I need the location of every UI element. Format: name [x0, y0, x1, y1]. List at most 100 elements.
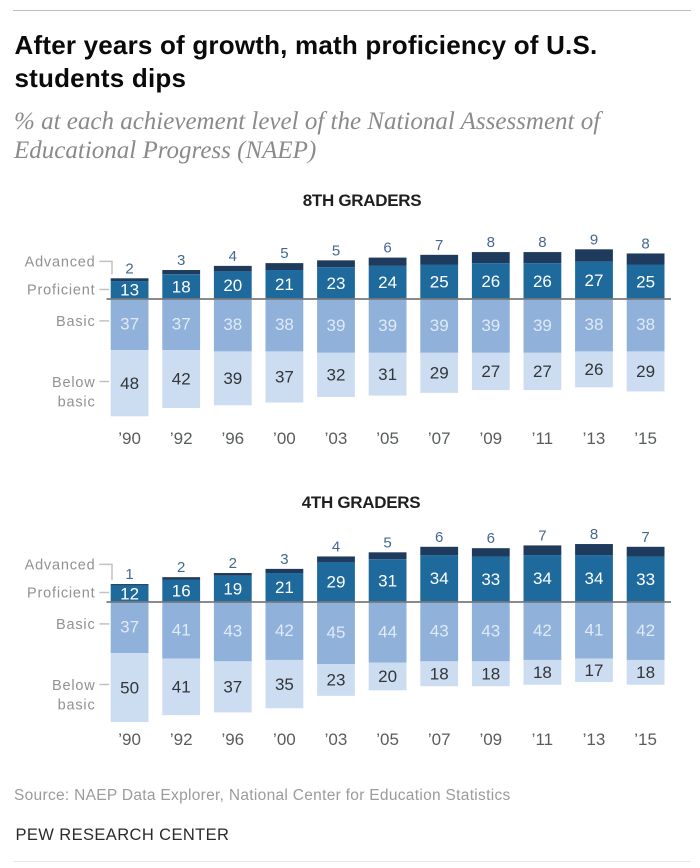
svg-text:20: 20 [378, 667, 397, 686]
svg-text:34: 34 [430, 569, 449, 588]
svg-text:5: 5 [280, 245, 288, 262]
svg-text:25: 25 [430, 272, 449, 291]
svg-text:44: 44 [378, 622, 397, 641]
svg-text:41: 41 [172, 620, 191, 639]
svg-text:50: 50 [120, 678, 139, 697]
svg-text:26: 26 [585, 360, 604, 379]
svg-text:27: 27 [585, 271, 604, 290]
svg-text:31: 31 [378, 571, 397, 590]
svg-text:24: 24 [378, 273, 397, 292]
svg-text:37: 37 [120, 618, 139, 637]
svg-text:2: 2 [125, 260, 133, 277]
svg-text:27: 27 [481, 362, 500, 381]
svg-text:5: 5 [332, 242, 340, 259]
svg-text:33: 33 [636, 570, 655, 589]
svg-text:17: 17 [585, 661, 604, 680]
svg-text:Advanced: Advanced [25, 255, 96, 271]
svg-text:31: 31 [378, 365, 397, 384]
svg-text:6: 6 [383, 240, 391, 257]
svg-text:’05: ’05 [376, 429, 399, 448]
svg-text:18: 18 [533, 663, 552, 682]
svg-text:29: 29 [430, 364, 449, 383]
svg-text:23: 23 [327, 274, 346, 293]
svg-text:basic: basic [58, 394, 96, 410]
svg-text:’03: ’03 [325, 429, 348, 448]
svg-text:29: 29 [636, 362, 655, 381]
svg-text:34: 34 [585, 569, 604, 588]
svg-text:’92: ’92 [170, 429, 193, 448]
svg-text:27: 27 [533, 362, 552, 381]
svg-text:35: 35 [275, 675, 294, 694]
svg-text:5: 5 [383, 534, 391, 551]
svg-text:8: 8 [487, 234, 495, 251]
svg-text:4: 4 [229, 248, 237, 265]
svg-text:’07: ’07 [428, 730, 451, 749]
svg-text:’11: ’11 [532, 730, 553, 749]
svg-text:37: 37 [223, 678, 242, 697]
svg-text:Proficient: Proficient [27, 283, 95, 299]
svg-text:’09: ’09 [479, 429, 502, 448]
svg-text:48: 48 [120, 374, 139, 393]
svg-text:26: 26 [481, 272, 500, 291]
svg-text:42: 42 [533, 621, 552, 640]
svg-text:43: 43 [430, 622, 449, 641]
svg-text:’96: ’96 [221, 429, 244, 448]
svg-text:3: 3 [177, 252, 185, 269]
svg-text:18: 18 [481, 665, 500, 684]
svg-text:4: 4 [332, 539, 340, 556]
svg-text:42: 42 [275, 621, 294, 640]
svg-text:basic: basic [58, 697, 96, 713]
svg-text:21: 21 [275, 578, 294, 597]
svg-text:’96: ’96 [221, 730, 244, 749]
svg-text:Below: Below [52, 375, 96, 391]
svg-text:’15: ’15 [634, 730, 657, 749]
svg-text:’09: ’09 [479, 730, 502, 749]
svg-text:32: 32 [327, 366, 346, 385]
svg-text:’92: ’92 [170, 730, 193, 749]
svg-text:37: 37 [275, 368, 294, 387]
svg-text:Basic: Basic [56, 617, 95, 633]
svg-text:8: 8 [641, 236, 649, 253]
svg-text:2: 2 [229, 555, 237, 572]
svg-text:’03: ’03 [325, 730, 348, 749]
svg-text:37: 37 [172, 315, 191, 334]
svg-text:41: 41 [585, 620, 604, 639]
svg-text:19: 19 [223, 580, 242, 599]
svg-text:’13: ’13 [583, 429, 606, 448]
svg-text:Advanced: Advanced [25, 558, 96, 574]
svg-text:26: 26 [533, 272, 552, 291]
svg-text:4TH GRADERS: 4TH GRADERS [302, 493, 421, 512]
svg-text:8: 8 [590, 526, 598, 543]
svg-text:43: 43 [481, 622, 500, 641]
svg-text:7: 7 [435, 237, 443, 254]
svg-text:’07: ’07 [428, 429, 451, 448]
svg-text:29: 29 [327, 573, 346, 592]
svg-text:Basic: Basic [56, 314, 95, 330]
svg-text:38: 38 [585, 315, 604, 334]
svg-text:12: 12 [120, 584, 139, 603]
svg-text:25: 25 [636, 272, 655, 291]
svg-text:37: 37 [120, 315, 139, 334]
svg-text:38: 38 [636, 315, 655, 334]
svg-text:23: 23 [327, 671, 346, 690]
svg-text:’90: ’90 [118, 429, 141, 448]
svg-text:39: 39 [533, 316, 552, 335]
svg-text:41: 41 [172, 678, 191, 697]
svg-text:39: 39 [481, 316, 500, 335]
svg-text:21: 21 [275, 275, 294, 294]
svg-text:’13: ’13 [583, 730, 606, 749]
svg-text:1: 1 [125, 566, 133, 583]
svg-text:6: 6 [487, 530, 495, 547]
svg-text:9: 9 [590, 231, 598, 248]
svg-text:’11: ’11 [532, 429, 553, 448]
svg-text:39: 39 [223, 369, 242, 388]
svg-text:Proficient: Proficient [27, 586, 95, 602]
svg-text:3: 3 [280, 551, 288, 568]
svg-text:38: 38 [275, 315, 294, 334]
svg-text:6: 6 [435, 529, 443, 546]
svg-text:38: 38 [223, 315, 242, 334]
svg-text:16: 16 [172, 582, 191, 601]
svg-text:8: 8 [538, 234, 546, 251]
svg-text:33: 33 [481, 570, 500, 589]
svg-text:8TH GRADERS: 8TH GRADERS [303, 191, 422, 210]
